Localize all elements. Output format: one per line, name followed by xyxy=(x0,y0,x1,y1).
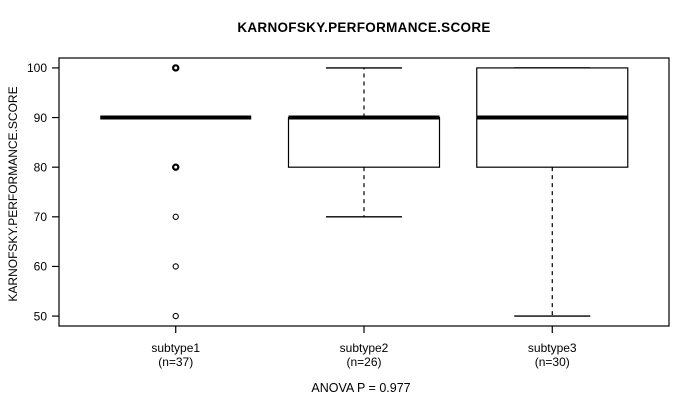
y-tick-label: 50 xyxy=(34,309,48,323)
boxplot-group-subtype3 xyxy=(476,67,629,317)
category-label: subtype1 xyxy=(151,341,200,355)
y-tick-label: 70 xyxy=(34,210,48,224)
chart-title: KARNOFSKY.PERFORMANCE.SCORE xyxy=(237,20,490,35)
category-count-label: (n=26) xyxy=(346,355,381,369)
axes-layer: 50 60 70 80 90 100 subtype1(n=37) subtype2(n=26… xyxy=(27,61,577,369)
outlier-point xyxy=(172,213,179,220)
category-count-label: (n=30) xyxy=(535,355,570,369)
y-tick-label: 60 xyxy=(34,260,48,274)
outlier-point xyxy=(172,312,179,320)
y-tick-label: 100 xyxy=(27,61,47,75)
boxes-layer xyxy=(100,64,629,320)
category-label: subtype2 xyxy=(340,341,389,355)
boxplot-group-subtype1 xyxy=(100,64,252,320)
category-count-label: (n=37) xyxy=(158,355,193,369)
plot-frame xyxy=(58,57,670,327)
outlier-point xyxy=(172,64,180,72)
y-axis-label: KARNOFSKY.PERFORMANCE.SCORE xyxy=(6,86,20,301)
iqr-box xyxy=(287,116,441,168)
y-tick-label: 80 xyxy=(34,160,48,174)
anova-footnote: ANOVA P = 0.977 xyxy=(311,381,410,395)
boxplot-group-subtype2 xyxy=(287,67,441,218)
category-label: subtype3 xyxy=(528,341,577,355)
outlier-point xyxy=(172,263,179,270)
outlier-point xyxy=(172,163,180,171)
y-tick-label: 90 xyxy=(34,111,48,125)
